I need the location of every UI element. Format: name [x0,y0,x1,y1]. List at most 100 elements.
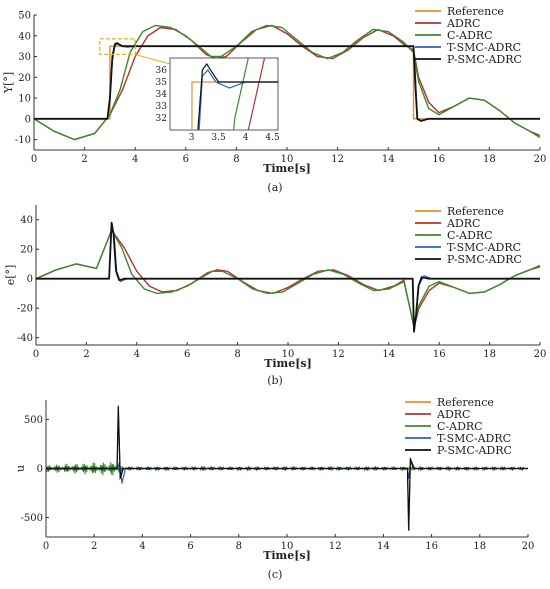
y-tick-label: -500 [21,513,43,524]
x-tick-label: 8 [233,154,239,165]
y-tick-label: -40 [17,333,33,344]
caption-b: (b) [267,374,283,387]
series-line-c-adrc [34,24,540,141]
chart-panel-b: 0 2 4 6 8 10 12 14 16 18 20 -40 -20 0 20 40 Time[s] e[°] R… [4,205,546,370]
y-tick-label: 10 [18,94,31,105]
legend-entry: C-ADRC [437,420,483,433]
x-tick-label: 14 [382,349,395,360]
x-tick-label: 2 [83,349,89,360]
series-spike-end [402,457,418,531]
x-axis-label: Time[s] [263,549,311,562]
x-tick-label: 12 [329,541,342,552]
y-tick-label: -20 [17,304,33,315]
inset-x-tick-label: 3 [189,133,195,143]
legend-entry: T-SMC-ADRC [447,41,521,54]
plot-area [34,24,540,141]
zoom-connector [135,53,171,65]
y-axis-label: e[°] [4,265,17,286]
series-line-c-adrc [36,229,540,327]
chart-panel-c: 0 2 4 6 8 10 12 14 16 18 20 -500 0 500 Time[s] u Referen… [14,396,534,562]
caption-c: (c) [267,568,283,581]
x-tick-label: 6 [183,154,189,165]
inset-y-tick-label: 34 [156,90,168,100]
x-tick-label: 6 [184,349,190,360]
legend-entry: Reference [447,5,504,18]
x-tick-label: 10 [281,154,294,165]
x-tick-label: 4 [132,154,138,165]
inset-plot [191,58,278,130]
inset-line-adrc [247,58,266,130]
plot-area [46,405,528,531]
x-tick-label: 10 [282,349,295,360]
inset-x-tick-label: 4 [243,133,249,143]
legend-entry: P-SMC-ADRC [447,53,522,66]
legend-entry: Reference [437,396,494,409]
y-tick-label: 30 [18,52,31,63]
legend-entry: Reference [447,205,504,218]
x-tick-label: 16 [433,349,446,360]
x-tick-label: 20 [522,541,535,552]
legend-entry: T-SMC-ADRC [437,432,511,445]
x-tick-label: 14 [377,541,390,552]
inset-y-tick-label: 33 [156,102,168,112]
legend-entry: ADRC [446,17,480,30]
x-tick-label: 12 [331,154,344,165]
x-tick-label: 18 [483,154,496,165]
x-tick-label: 18 [473,541,486,552]
inset-y-tick-label: 32 [156,114,167,124]
y-tick-label: 50 [18,11,31,22]
inset-frame [169,57,279,131]
x-tick-label: 16 [425,541,438,552]
y-tick-label: 40 [18,31,31,42]
x-tick-label: 2 [81,154,87,165]
legend-entry: C-ADRC [447,229,493,242]
y-tick-label: 0 [25,114,31,125]
series-line-p-smc-adrc [34,42,540,122]
inset-line-p-smc-adrc [197,62,278,130]
x-tick-label: 2 [91,541,97,552]
legend-entry: ADRC [436,408,470,421]
y-axis-label: Y[°] [2,72,15,94]
inset-x-tick-label: 3.5 [211,133,226,143]
x-axis-label: Time[s] [263,162,311,175]
x-tick-label: 0 [31,154,37,165]
inset-y-tick-label: 35 [156,78,168,88]
x-tick-label: 16 [432,154,445,165]
caption-a: (a) [267,181,283,194]
x-tick-label: 14 [382,154,395,165]
legend-entry: ADRC [446,217,480,230]
y-tick-label: 20 [20,245,33,256]
y-tick-label: 500 [24,415,43,426]
y-tick-label: 0 [27,274,33,285]
x-tick-label: 4 [139,541,145,552]
y-tick-label: 20 [18,73,31,84]
legend-entry: P-SMC-ADRC [437,444,512,457]
x-tick-label: 0 [33,349,39,360]
zoom-region-box [99,38,136,56]
x-tick-label: 20 [534,349,547,360]
series-spike-start [113,406,128,480]
legend-entry: C-ADRC [447,29,493,42]
x-axis-label: Time[s] [264,357,312,370]
inset-x-tick-label: 4.5 [265,133,280,143]
plot-area [36,221,540,333]
x-tick-label: 8 [234,349,240,360]
legend-entry: P-SMC-ADRC [447,253,522,266]
series-line-p-smc-adrc [36,221,540,333]
x-tick-label: 10 [281,541,294,552]
y-tick-label: 0 [37,464,43,475]
y-tick-label: -10 [15,135,31,146]
inset-y-tick-label: 36 [156,66,168,76]
x-tick-label: 0 [43,541,49,552]
legend-entry: T-SMC-ADRC [447,241,521,254]
x-tick-label: 4 [134,349,140,360]
y-tick-label: 40 [20,215,33,226]
chart-panel-a: 0 2 4 6 8 10 12 14 16 18 20-1001020304050Time[s]Y[… [2,5,547,175]
x-tick-label: 6 [187,541,193,552]
x-tick-label: 12 [332,349,345,360]
x-tick-label: 20 [534,154,547,165]
x-tick-label: 18 [483,349,496,360]
x-tick-label: 8 [236,541,242,552]
y-axis-label: u [14,465,27,472]
